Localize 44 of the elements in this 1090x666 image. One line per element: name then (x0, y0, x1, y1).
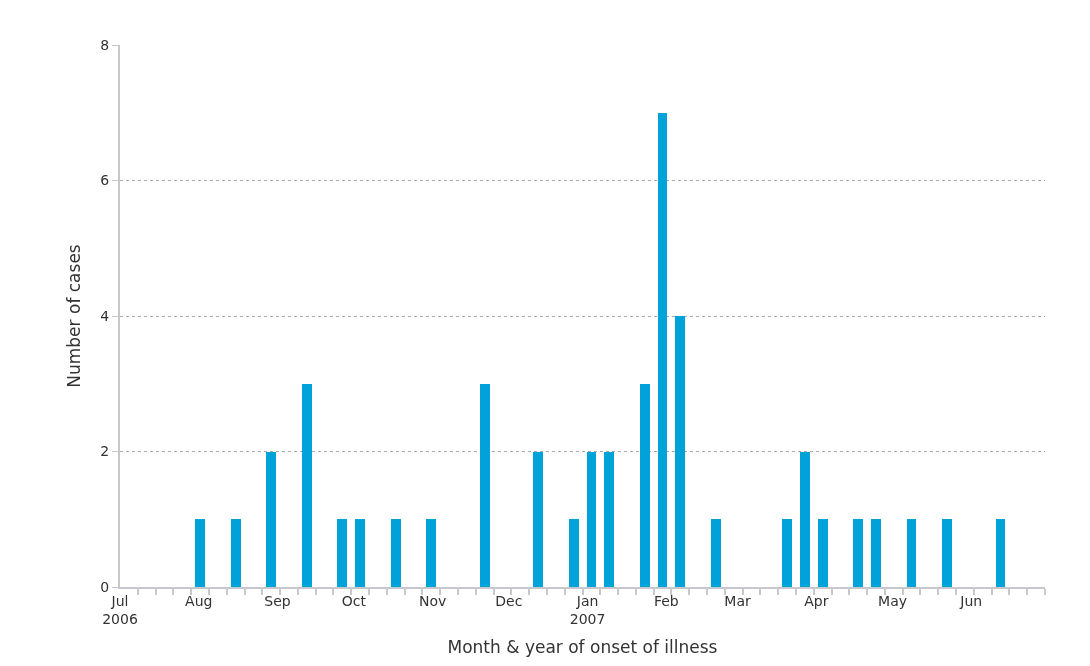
bar (996, 519, 1005, 587)
bar (587, 452, 596, 587)
x-tick-label: Feb (653, 592, 679, 609)
bar (942, 519, 952, 587)
bar (818, 519, 828, 587)
bar (871, 519, 881, 587)
bar (355, 519, 365, 587)
y-tick-label: 2 (100, 443, 110, 460)
y-tick-label: 6 (100, 172, 110, 189)
bar (853, 519, 863, 587)
bar (711, 519, 721, 587)
bar (231, 519, 241, 587)
x-tick-label: Mar (724, 592, 751, 609)
y-tick-label: 4 (100, 307, 110, 324)
bar (391, 519, 401, 587)
bar (675, 316, 685, 587)
bar (266, 452, 276, 587)
bar (782, 519, 792, 587)
y-tick-label: 8 (100, 36, 110, 53)
x-tick-label: Nov (418, 592, 447, 609)
x-axis-title: Month & year of onset of illness (447, 636, 718, 657)
bar (569, 519, 579, 587)
y-tick-label: 0 (100, 578, 110, 595)
bar (640, 384, 650, 587)
bar (533, 452, 543, 587)
x-tick-label: Apr (804, 592, 829, 609)
bar (907, 519, 916, 587)
bar (480, 384, 490, 587)
x-tick-label: Oct (341, 592, 367, 609)
x-tick-label: Aug (185, 592, 213, 609)
bar (426, 519, 436, 587)
x-tick-label: Jul 2006 (102, 592, 138, 627)
y-axis-title: Number of cases (64, 244, 85, 388)
bar (337, 519, 347, 587)
x-tick-label: Jun (959, 592, 983, 609)
bar (604, 452, 614, 587)
x-tick-label: May (878, 592, 908, 609)
bar (658, 113, 667, 587)
x-tick-label: Dec (495, 592, 523, 609)
x-tick-label: Jan 2007 (569, 592, 606, 627)
bar (302, 384, 312, 587)
bar (195, 519, 205, 587)
x-tick-label: Sep (264, 592, 291, 609)
bar (800, 452, 810, 587)
